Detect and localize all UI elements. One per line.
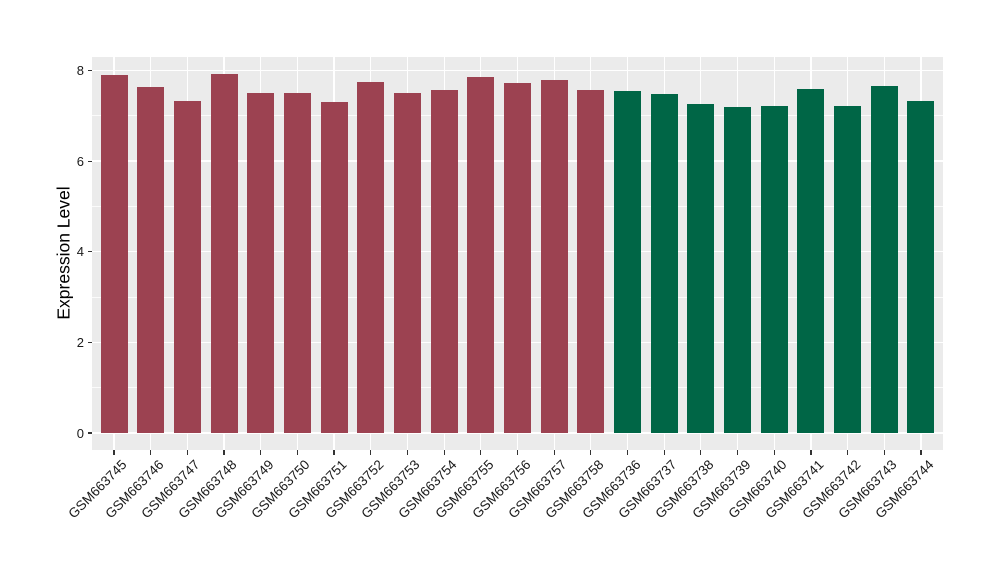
x-tick-mark bbox=[333, 450, 335, 455]
x-tick-mark bbox=[883, 450, 885, 455]
bar-GSM663738 bbox=[687, 104, 715, 433]
y-tick-label: 0 bbox=[76, 425, 84, 441]
x-tick-mark bbox=[150, 450, 152, 455]
bar-GSM663740 bbox=[760, 105, 788, 433]
x-tick-mark bbox=[186, 450, 188, 455]
x-tick-mark bbox=[663, 450, 665, 455]
y-tick-mark bbox=[87, 432, 92, 434]
x-tick-mark bbox=[443, 450, 445, 455]
y-tick-label: 6 bbox=[76, 153, 84, 169]
x-tick-mark bbox=[590, 450, 592, 455]
x-tick-mark bbox=[296, 450, 298, 455]
x-tick-mark bbox=[810, 450, 812, 455]
x-tick-mark bbox=[406, 450, 409, 455]
x-tick-mark bbox=[736, 450, 739, 455]
y-tick-mark bbox=[87, 69, 92, 72]
bar-GSM663747 bbox=[173, 100, 201, 433]
bar-GSM663758 bbox=[577, 90, 605, 433]
bar-GSM663737 bbox=[650, 94, 678, 433]
y-tick-label: 2 bbox=[76, 334, 84, 350]
x-tick-mark bbox=[626, 450, 629, 455]
bar-GSM663754 bbox=[430, 90, 458, 433]
y-tick-mark bbox=[87, 251, 92, 253]
bar-GSM663750 bbox=[283, 93, 311, 433]
bar-GSM663756 bbox=[504, 83, 531, 433]
bar-GSM663741 bbox=[797, 89, 825, 433]
bar-GSM663744 bbox=[907, 101, 935, 433]
x-tick-mark bbox=[260, 450, 262, 455]
x-tick-mark bbox=[370, 450, 372, 455]
x-tick-mark bbox=[113, 450, 115, 455]
x-tick-mark bbox=[553, 450, 555, 455]
bar-GSM663739 bbox=[724, 106, 752, 433]
x-tick-mark bbox=[847, 450, 849, 455]
bar-GSM663749 bbox=[247, 93, 275, 433]
x-tick-mark bbox=[223, 450, 225, 455]
x-tick-mark bbox=[480, 450, 482, 455]
y-major-gridline bbox=[92, 432, 943, 434]
y-major-gridline bbox=[92, 69, 943, 72]
bar-GSM663743 bbox=[870, 86, 898, 433]
bar-GSM663752 bbox=[357, 81, 385, 433]
bar-GSM663742 bbox=[834, 105, 862, 433]
x-tick-mark bbox=[700, 450, 702, 455]
y-tick-label: 4 bbox=[76, 244, 84, 260]
bar-GSM663757 bbox=[540, 79, 568, 433]
y-tick-mark bbox=[87, 341, 92, 343]
bar-GSM663751 bbox=[320, 102, 348, 433]
bar-GSM663753 bbox=[393, 92, 421, 433]
bar-GSM663755 bbox=[467, 76, 495, 433]
x-tick-mark bbox=[920, 450, 922, 455]
bar-GSM663736 bbox=[614, 91, 642, 433]
x-tick-mark bbox=[773, 450, 775, 455]
y-tick-mark bbox=[87, 160, 92, 162]
bar-GSM663748 bbox=[210, 74, 238, 433]
bar-GSM663746 bbox=[137, 86, 165, 433]
bar-GSM663745 bbox=[100, 75, 128, 433]
x-tick-mark bbox=[516, 450, 519, 455]
y-tick-label: 8 bbox=[76, 63, 84, 79]
